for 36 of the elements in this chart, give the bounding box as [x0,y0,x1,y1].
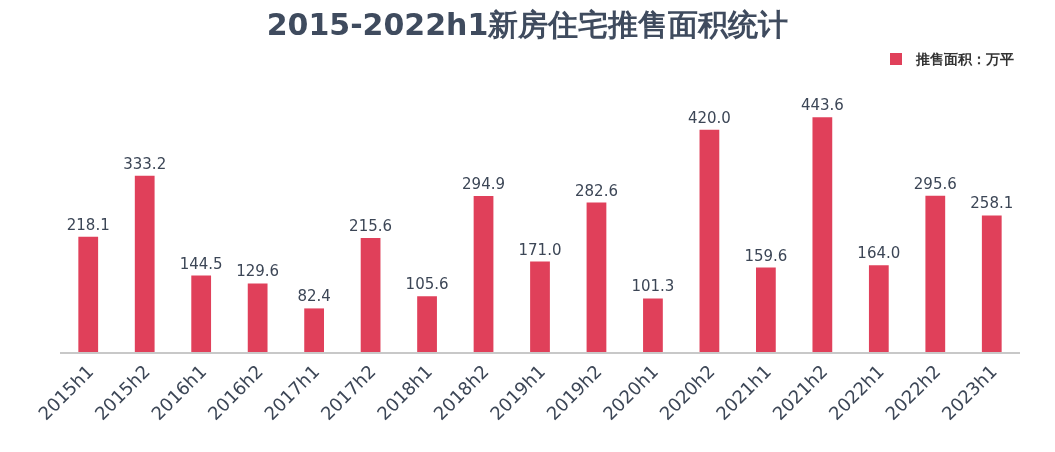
chart-title: 2015-2022h1新房住宅推售面积统计 [266,6,789,42]
data-label: 294.9 [462,175,506,194]
data-label: 105.6 [405,275,449,294]
bar [247,283,268,352]
data-label: 258.1 [970,194,1014,213]
data-label: 420.0 [687,108,731,127]
bar [417,296,437,352]
bar [699,129,720,352]
data-label: 295.6 [913,174,957,193]
bar [530,261,550,352]
bar [191,275,212,352]
bar [925,195,946,352]
legend-label: 推售面积：万平 [915,51,1014,68]
bar [981,215,1002,352]
data-label: 218.1 [66,215,110,234]
data-label: 101.3 [631,277,675,296]
data-label: 282.6 [574,181,618,200]
bar [134,175,155,352]
data-label: 82.4 [297,287,331,306]
data-label: 333.2 [123,154,167,173]
data-label: 144.5 [179,254,223,273]
bar [868,265,889,352]
bar [304,308,324,352]
bar [586,202,607,352]
bar [473,196,494,352]
data-label: 164.0 [857,244,901,263]
bar [643,298,663,352]
bar [78,236,99,352]
bar [756,267,776,352]
bar [812,117,833,352]
data-label: 159.6 [744,246,788,265]
data-label: 443.6 [800,96,844,115]
bar [360,237,381,352]
data-label: 171.0 [518,240,562,259]
data-label: 215.6 [349,216,393,235]
data-label: 129.6 [236,262,280,281]
